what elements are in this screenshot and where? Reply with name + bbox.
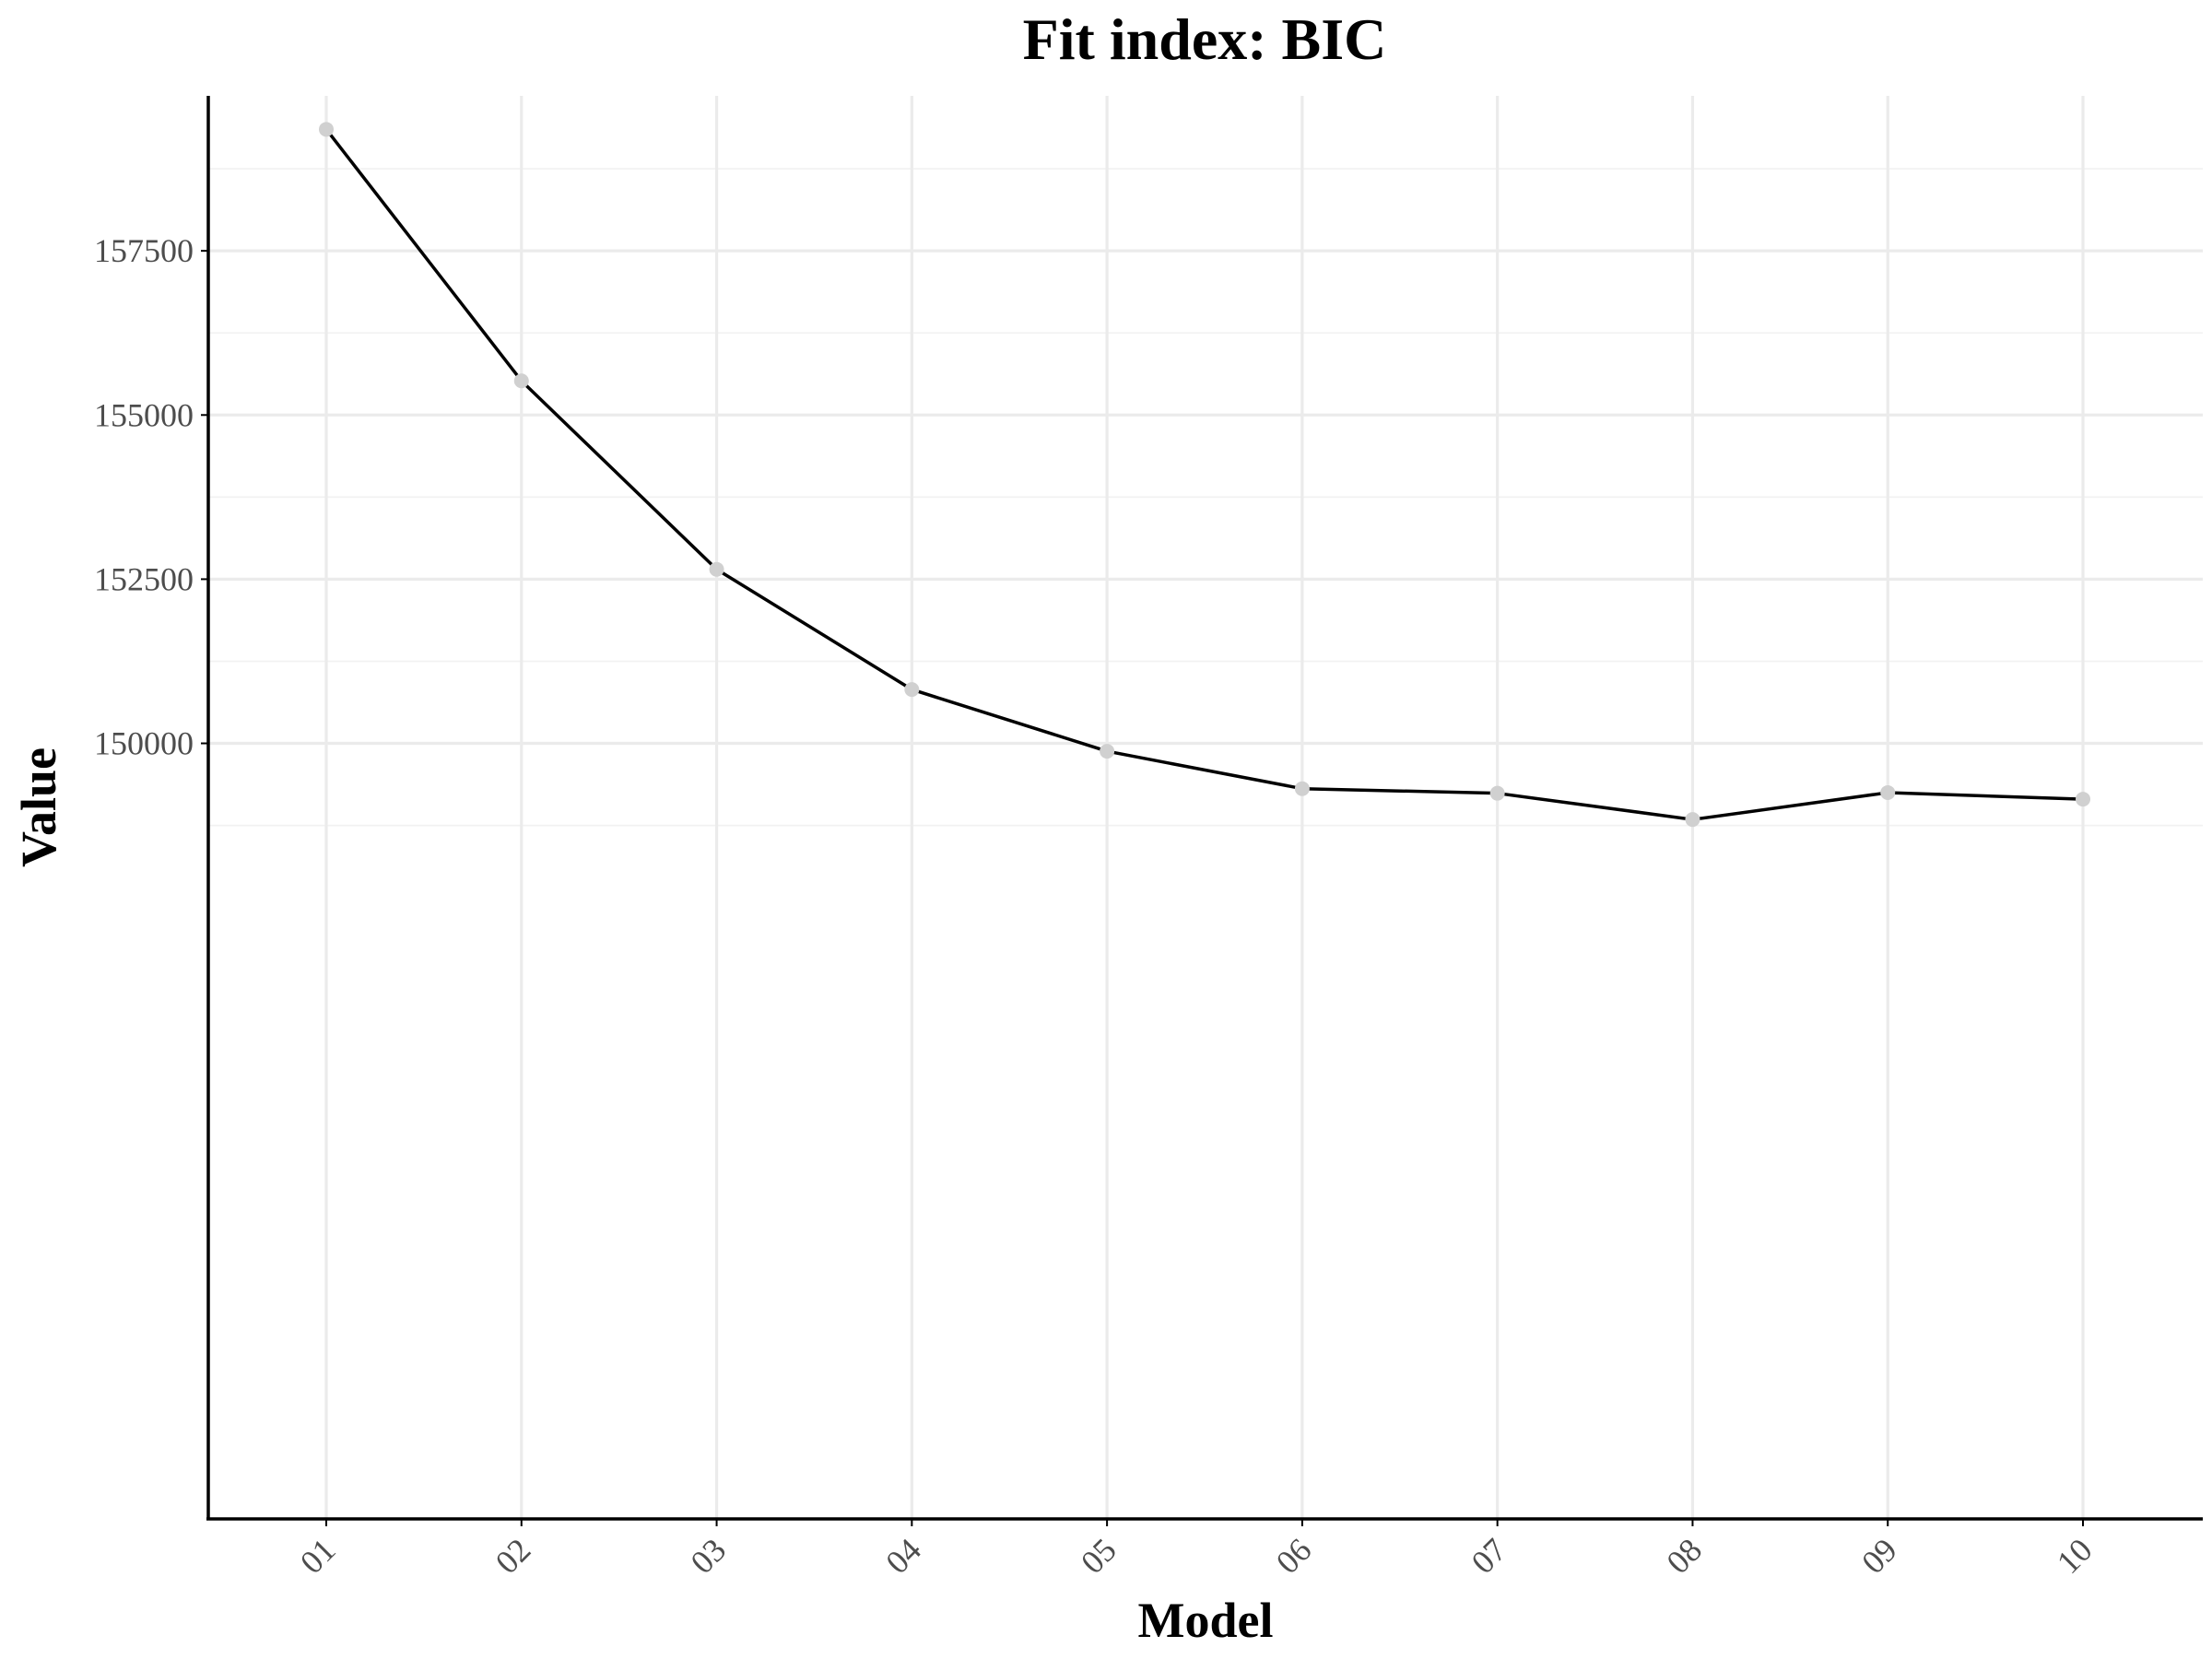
axes <box>206 96 2203 1521</box>
x-tick-label: 05 <box>1074 1531 1124 1581</box>
y-tick-label: 150000 <box>94 725 194 762</box>
chart-title: Fit index: BIC <box>1023 6 1387 72</box>
x-tick-label: 06 <box>1269 1531 1319 1581</box>
x-tick-label: 01 <box>293 1531 343 1581</box>
y-tick-label: 152500 <box>94 560 194 597</box>
data-point <box>1489 785 1505 801</box>
grid-lines <box>208 96 2203 1519</box>
tick-labels: 150000 152500 155000 157500 01 02 03 04 05 06 07 08… <box>94 232 2100 1581</box>
data-point <box>2076 792 2090 807</box>
x-tick-label: 08 <box>1659 1531 1709 1581</box>
x-axis-title: Model <box>1138 1593 1274 1648</box>
data-point <box>1685 812 1700 828</box>
x-tick-label: 07 <box>1465 1531 1514 1581</box>
series-line <box>324 128 2084 821</box>
data-point <box>1100 744 1115 759</box>
y-tick-label: 155000 <box>94 396 194 433</box>
x-tick-label: 09 <box>1854 1531 1904 1581</box>
y-axis-title: Value <box>11 747 66 867</box>
x-tick-label: 04 <box>878 1531 928 1581</box>
x-tick-label: 03 <box>683 1531 733 1581</box>
y-tick-label: 157500 <box>94 232 194 269</box>
data-point <box>319 122 334 137</box>
data-series <box>319 122 2090 828</box>
data-point <box>1880 784 1896 800</box>
data-point <box>709 561 724 577</box>
data-point <box>513 373 529 389</box>
x-tick-label: 02 <box>488 1531 538 1581</box>
data-point <box>904 682 920 698</box>
data-point <box>1294 781 1310 796</box>
x-tick-label: 10 <box>2050 1531 2100 1581</box>
